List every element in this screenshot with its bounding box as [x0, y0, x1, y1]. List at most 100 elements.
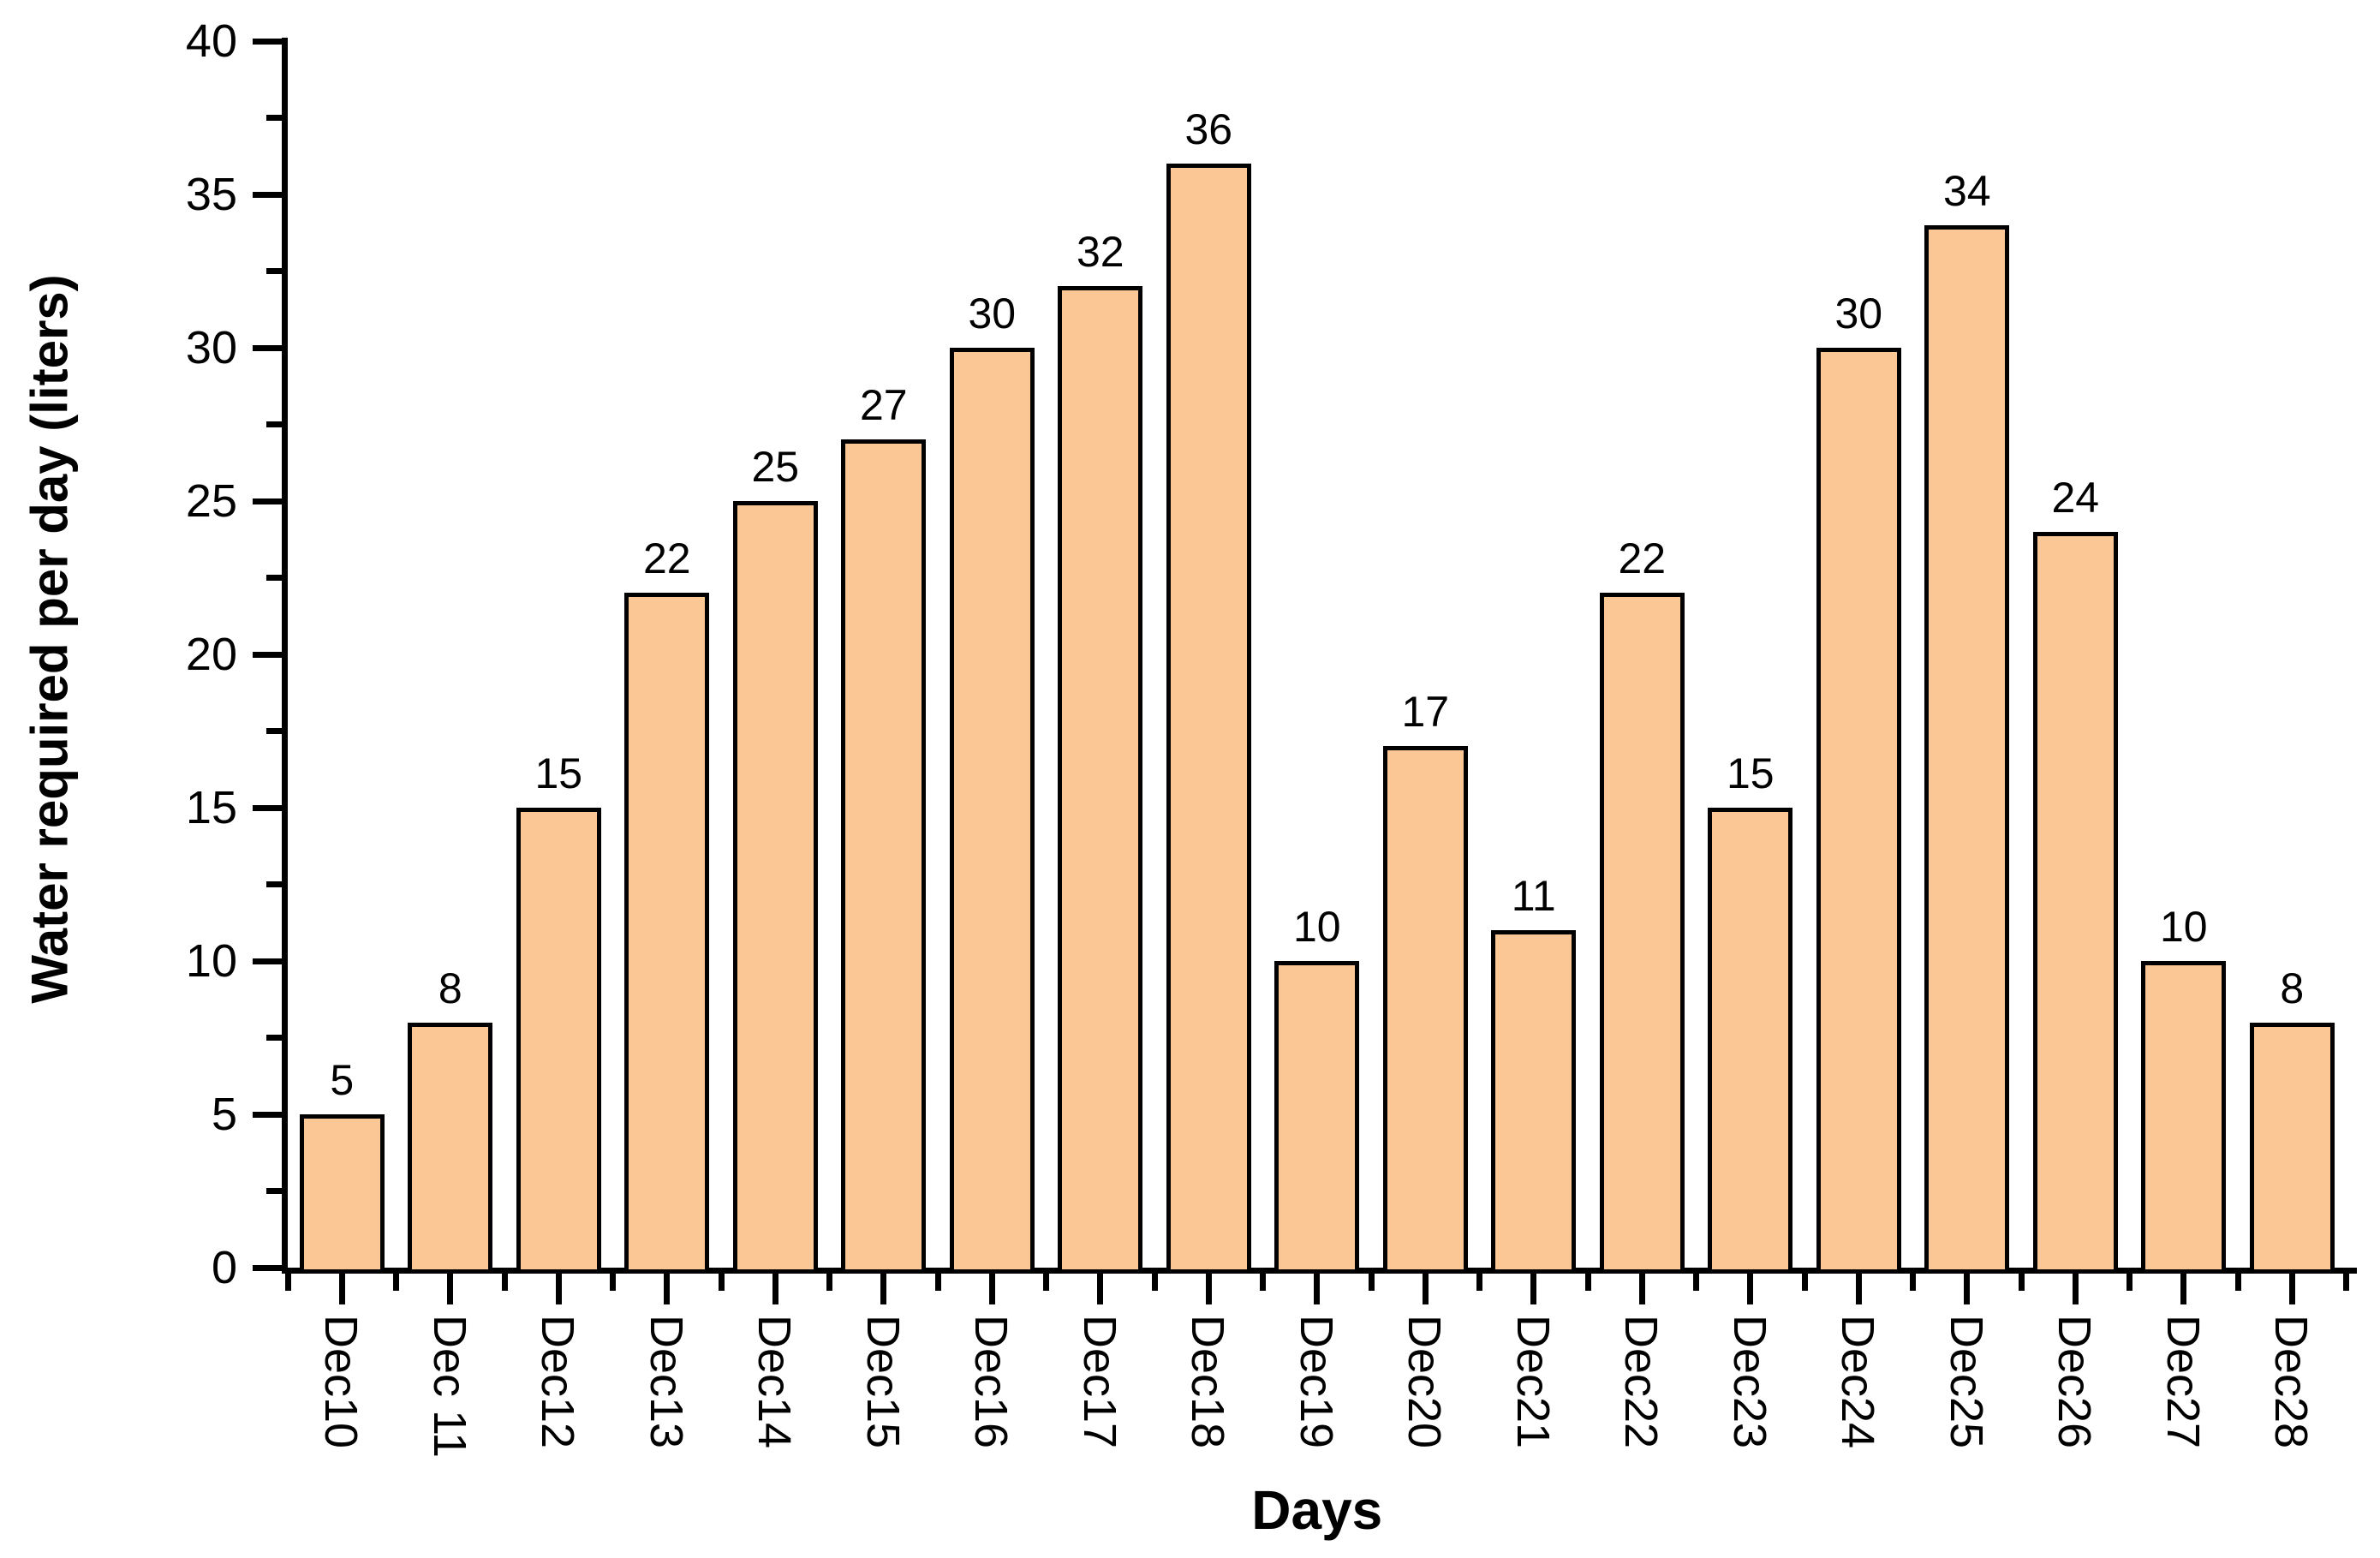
x-axis-major-tick	[447, 1274, 454, 1304]
x-axis-minor-tick	[284, 1274, 291, 1291]
x-tick-label: Dec23	[1723, 1315, 1775, 1449]
x-axis-minor-tick	[1151, 1274, 1158, 1291]
bar	[2249, 1022, 2335, 1274]
x-tick-label: Dec22	[1615, 1315, 1667, 1449]
bar	[1382, 746, 1468, 1274]
bar-value-label: 36	[1184, 105, 1233, 154]
x-tick-label: Dec19	[1290, 1315, 1342, 1449]
x-tick-label: Dec17	[1073, 1315, 1125, 1449]
y-axis-major-tick	[253, 958, 282, 964]
bar-value-label: 17	[1401, 688, 1450, 737]
bar-value-label: 8	[2280, 964, 2305, 1012]
y-axis-minor-tick	[266, 1188, 282, 1194]
y-axis-line	[282, 38, 288, 1274]
bar	[1816, 348, 1901, 1274]
bar-value-label: 15	[1726, 749, 1775, 797]
x-axis-major-tick	[338, 1274, 345, 1304]
y-tick-label: 10	[185, 935, 237, 987]
bar	[949, 348, 1035, 1274]
x-tick-label: Dec28	[2265, 1315, 2317, 1449]
bar-value-label: 30	[968, 290, 1017, 337]
y-axis-major-tick	[253, 498, 282, 504]
x-tick-label: Dec12	[532, 1315, 584, 1449]
bar-value-label: 27	[859, 381, 908, 430]
x-tick-label: Dec25	[1940, 1315, 1992, 1449]
x-tick-label: Dec18	[1182, 1315, 1234, 1449]
x-tick-label: Dec21	[1506, 1315, 1559, 1449]
x-axis-minor-tick	[718, 1274, 725, 1291]
y-axis-major-tick	[253, 191, 282, 198]
bar	[624, 593, 710, 1274]
bar	[516, 808, 601, 1274]
x-axis-minor-tick	[2343, 1274, 2349, 1291]
bar	[2141, 961, 2227, 1274]
bar-value-label: 22	[1618, 534, 1667, 583]
bar	[408, 1022, 493, 1274]
bar-value-label: 22	[642, 534, 691, 583]
bar-value-label: 11	[1511, 872, 1556, 921]
x-axis-major-tick	[880, 1274, 887, 1304]
y-axis-major-tick	[253, 344, 282, 351]
x-axis-major-tick	[1314, 1274, 1321, 1304]
bar	[1058, 286, 1143, 1274]
bar-value-label: 5	[330, 1056, 355, 1104]
x-axis-major-tick	[988, 1274, 995, 1304]
x-axis-major-tick	[2288, 1274, 2295, 1304]
x-axis-minor-tick	[1584, 1274, 1591, 1291]
y-axis-minor-tick	[266, 115, 282, 121]
x-axis-minor-tick	[1368, 1274, 1375, 1291]
x-axis-minor-tick	[2234, 1274, 2241, 1291]
x-axis-major-tick	[1205, 1274, 1212, 1304]
y-axis-major-tick	[253, 1111, 282, 1118]
x-axis-minor-tick	[610, 1274, 616, 1291]
x-tick-label: Dec 11	[423, 1315, 475, 1459]
y-tick-label: 15	[185, 782, 237, 833]
x-axis-major-tick	[1530, 1274, 1537, 1304]
bar-value-label: 25	[751, 443, 800, 491]
bar-value-label: 15	[534, 749, 583, 797]
x-axis-minor-tick	[1801, 1274, 1808, 1291]
y-tick-label: 40	[185, 15, 237, 67]
bar	[1708, 808, 1793, 1274]
y-tick-label: 20	[185, 629, 237, 680]
y-axis-minor-tick	[266, 728, 282, 734]
x-axis-major-tick	[555, 1274, 562, 1304]
x-axis-major-tick	[664, 1274, 671, 1304]
bar	[1166, 164, 1251, 1274]
y-axis-title: Water required per day (liters)	[21, 274, 79, 1004]
bar	[1274, 961, 1360, 1274]
y-axis-minor-tick	[266, 575, 282, 581]
bar-value-label: 24	[2051, 473, 2100, 522]
x-tick-label: Dec14	[749, 1315, 801, 1449]
x-axis-minor-tick	[934, 1274, 941, 1291]
x-tick-label: Dec27	[2156, 1315, 2209, 1449]
bar	[732, 501, 818, 1274]
bar	[1599, 593, 1685, 1274]
x-axis-major-tick	[1855, 1274, 1862, 1304]
x-axis-title: Days	[1251, 1479, 1383, 1541]
x-axis-minor-tick	[1476, 1274, 1482, 1291]
bar	[299, 1114, 385, 1274]
bar	[1491, 930, 1577, 1274]
x-tick-label: Dec20	[1399, 1315, 1451, 1449]
y-axis-major-tick	[253, 804, 282, 811]
x-tick-label: Dec26	[2049, 1315, 2101, 1449]
x-axis-minor-tick	[501, 1274, 508, 1291]
y-axis-minor-tick	[266, 881, 282, 887]
x-axis-minor-tick	[2126, 1274, 2132, 1291]
x-axis-major-tick	[2180, 1274, 2187, 1304]
x-axis-major-tick	[772, 1274, 778, 1304]
y-axis-major-tick	[253, 651, 282, 658]
x-axis-major-tick	[2072, 1274, 2079, 1304]
bar	[1924, 224, 2010, 1274]
x-tick-label: Dec16	[965, 1315, 1017, 1449]
y-axis-major-tick	[253, 1264, 282, 1271]
x-axis-major-tick	[1638, 1274, 1645, 1304]
y-tick-label: 35	[185, 169, 237, 220]
x-tick-label: Dec10	[315, 1315, 367, 1449]
x-axis-minor-tick	[1910, 1274, 1916, 1291]
x-axis-major-tick	[1747, 1274, 1754, 1304]
x-axis-minor-tick	[826, 1274, 832, 1291]
y-tick-label: 5	[211, 1089, 237, 1140]
